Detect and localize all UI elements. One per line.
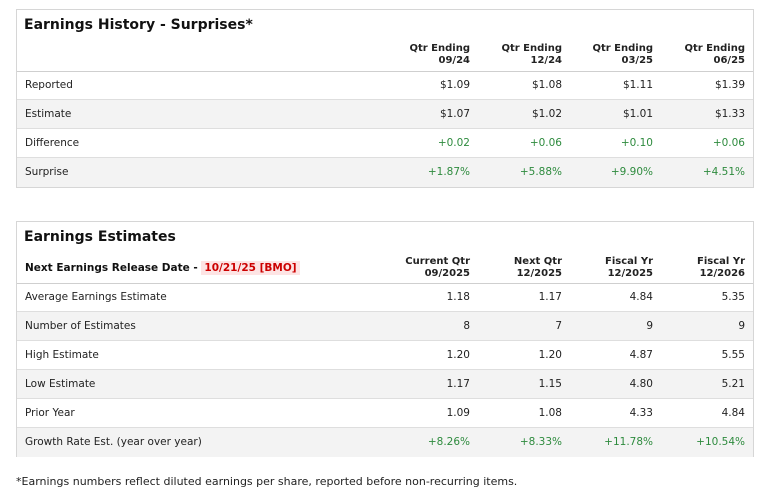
cell-value: 4.87: [629, 349, 653, 361]
row-label: Difference: [25, 137, 80, 149]
cell-value: $1.39: [714, 79, 745, 91]
cell-value: $1.09: [439, 79, 470, 91]
row-label: Low Estimate: [25, 378, 96, 390]
column-header-line: Qtr Ending: [592, 43, 653, 54]
column-header-line: Fiscal Yr: [605, 256, 653, 267]
cell-value: 5.21: [721, 378, 745, 390]
cell-value: 1.08: [538, 407, 562, 419]
cell-value: 5.55: [721, 349, 745, 361]
cell-value: 8: [463, 320, 470, 332]
cell-value: 4.80: [629, 378, 653, 390]
table-row-prior-year: Prior Year 1.09 1.08 4.33 4.84: [17, 399, 753, 428]
earnings-estimates-header: Next Earnings Release Date - 10/21/25 [B…: [17, 253, 753, 284]
col-header-current-qtr: Current Qtr 09/2025: [350, 256, 470, 280]
cell-value: 4.33: [629, 407, 653, 419]
row-label: Estimate: [25, 108, 72, 120]
cell-value: +1.87%: [427, 166, 470, 178]
col-header-next-qtr: Next Qtr 12/2025: [442, 256, 562, 280]
cell-value: 1.20: [446, 349, 470, 361]
next-release-label: Next Earnings Release Date - 10/21/25 [B…: [25, 261, 300, 275]
cell-value: $1.07: [439, 108, 470, 120]
table-row-surprise: Surprise +1.87% +5.88% +9.90% +4.51%: [17, 158, 753, 187]
cell-value: $1.11: [622, 79, 653, 91]
row-label: Reported: [25, 79, 73, 91]
cell-value: +8.33%: [519, 436, 562, 448]
table-row-average: Average Earnings Estimate 1.18 1.17 4.84…: [17, 283, 753, 312]
cell-value: $1.08: [531, 79, 562, 91]
row-label: Prior Year: [25, 407, 75, 419]
column-header-line: 12/2026: [699, 268, 745, 279]
cell-value: +0.02: [437, 137, 470, 149]
earnings-history-panel: Earnings History - Surprises* Qtr Ending…: [16, 9, 754, 188]
cell-value: 5.35: [721, 291, 745, 303]
column-header-line: Next Qtr: [513, 256, 562, 267]
cell-value: 1.17: [446, 378, 470, 390]
column-header-line: Qtr Ending: [684, 43, 745, 54]
column-header-line: 12/2025: [516, 268, 562, 279]
cell-value: 4.84: [629, 291, 653, 303]
row-label: Surprise: [25, 166, 69, 178]
cell-value: 9: [738, 320, 745, 332]
cell-value: $1.33: [714, 108, 745, 120]
cell-value: 1.18: [446, 291, 470, 303]
cell-value: +0.10: [620, 137, 653, 149]
col-header-fiscal-yr-1: Fiscal Yr 12/2025: [533, 256, 653, 280]
column-header-line: 03/25: [621, 55, 653, 66]
table-row-num-estimates: Number of Estimates 8 7 9 9: [17, 312, 753, 341]
col-header-fiscal-yr-2: Fiscal Yr 12/2026: [625, 256, 745, 280]
table-row-high: High Estimate 1.20 1.20 4.87 5.55: [17, 341, 753, 370]
column-header-line: Qtr Ending: [501, 43, 562, 54]
cell-value: +0.06: [712, 137, 745, 149]
cell-value: +4.51%: [702, 166, 745, 178]
release-date-badge: 10/21/25 [BMO]: [201, 261, 300, 275]
cell-value: 1.15: [538, 378, 562, 390]
cell-value: +0.06: [529, 137, 562, 149]
cell-value: +11.78%: [604, 436, 653, 448]
table-row-difference: Difference +0.02 +0.06 +0.10 +0.06: [17, 129, 753, 158]
col-header-4: Qtr Ending 06/25: [625, 43, 745, 67]
table-row-estimate: Estimate $1.07 $1.02 $1.01 $1.33: [17, 100, 753, 129]
table-row-reported: Reported $1.09 $1.08 $1.11 $1.39: [17, 71, 753, 100]
cell-value: +5.88%: [519, 166, 562, 178]
cell-value: 9: [646, 320, 653, 332]
column-header-line: 06/25: [713, 55, 745, 66]
column-header-line: 12/2025: [607, 268, 653, 279]
row-label: Average Earnings Estimate: [25, 291, 167, 303]
cell-value: 7: [555, 320, 562, 332]
row-label: Growth Rate Est. (year over year): [25, 436, 202, 448]
column-header-line: Qtr Ending: [409, 43, 470, 54]
earnings-estimates-title: Earnings Estimates: [24, 229, 176, 245]
column-header-line: 09/2025: [424, 268, 470, 279]
earnings-history-header: Qtr Ending 09/24 Qtr Ending 12/24 Qtr Endi…: [17, 40, 753, 72]
cell-value: 4.84: [721, 407, 745, 419]
col-header-2: Qtr Ending 12/24: [442, 43, 562, 67]
col-header-3: Qtr Ending 03/25: [533, 43, 653, 67]
cell-value: $1.01: [622, 108, 653, 120]
footnote: *Earnings numbers reflect diluted earnin…: [16, 475, 518, 488]
cell-value: +8.26%: [427, 436, 470, 448]
earnings-history-title: Earnings History - Surprises*: [24, 17, 253, 33]
cell-value: +10.54%: [696, 436, 745, 448]
cell-value: 1.20: [538, 349, 562, 361]
table-row-growth-rate: Growth Rate Est. (year over year) +8.26%…: [17, 428, 753, 457]
cell-value: 1.09: [446, 407, 470, 419]
column-header-line: 09/24: [438, 55, 470, 66]
cell-value: +9.90%: [610, 166, 653, 178]
cell-value: $1.02: [531, 108, 562, 120]
earnings-estimates-panel: Earnings Estimates Next Earnings Release…: [16, 221, 754, 457]
row-label: High Estimate: [25, 349, 99, 361]
col-header-1: Qtr Ending 09/24: [350, 43, 470, 67]
column-header-line: Fiscal Yr: [697, 256, 745, 267]
column-header-line: Current Qtr: [405, 256, 470, 267]
cell-value: 1.17: [538, 291, 562, 303]
row-label: Number of Estimates: [25, 320, 136, 332]
column-header-line: 12/24: [530, 55, 562, 66]
table-row-low: Low Estimate 1.17 1.15 4.80 5.21: [17, 370, 753, 399]
